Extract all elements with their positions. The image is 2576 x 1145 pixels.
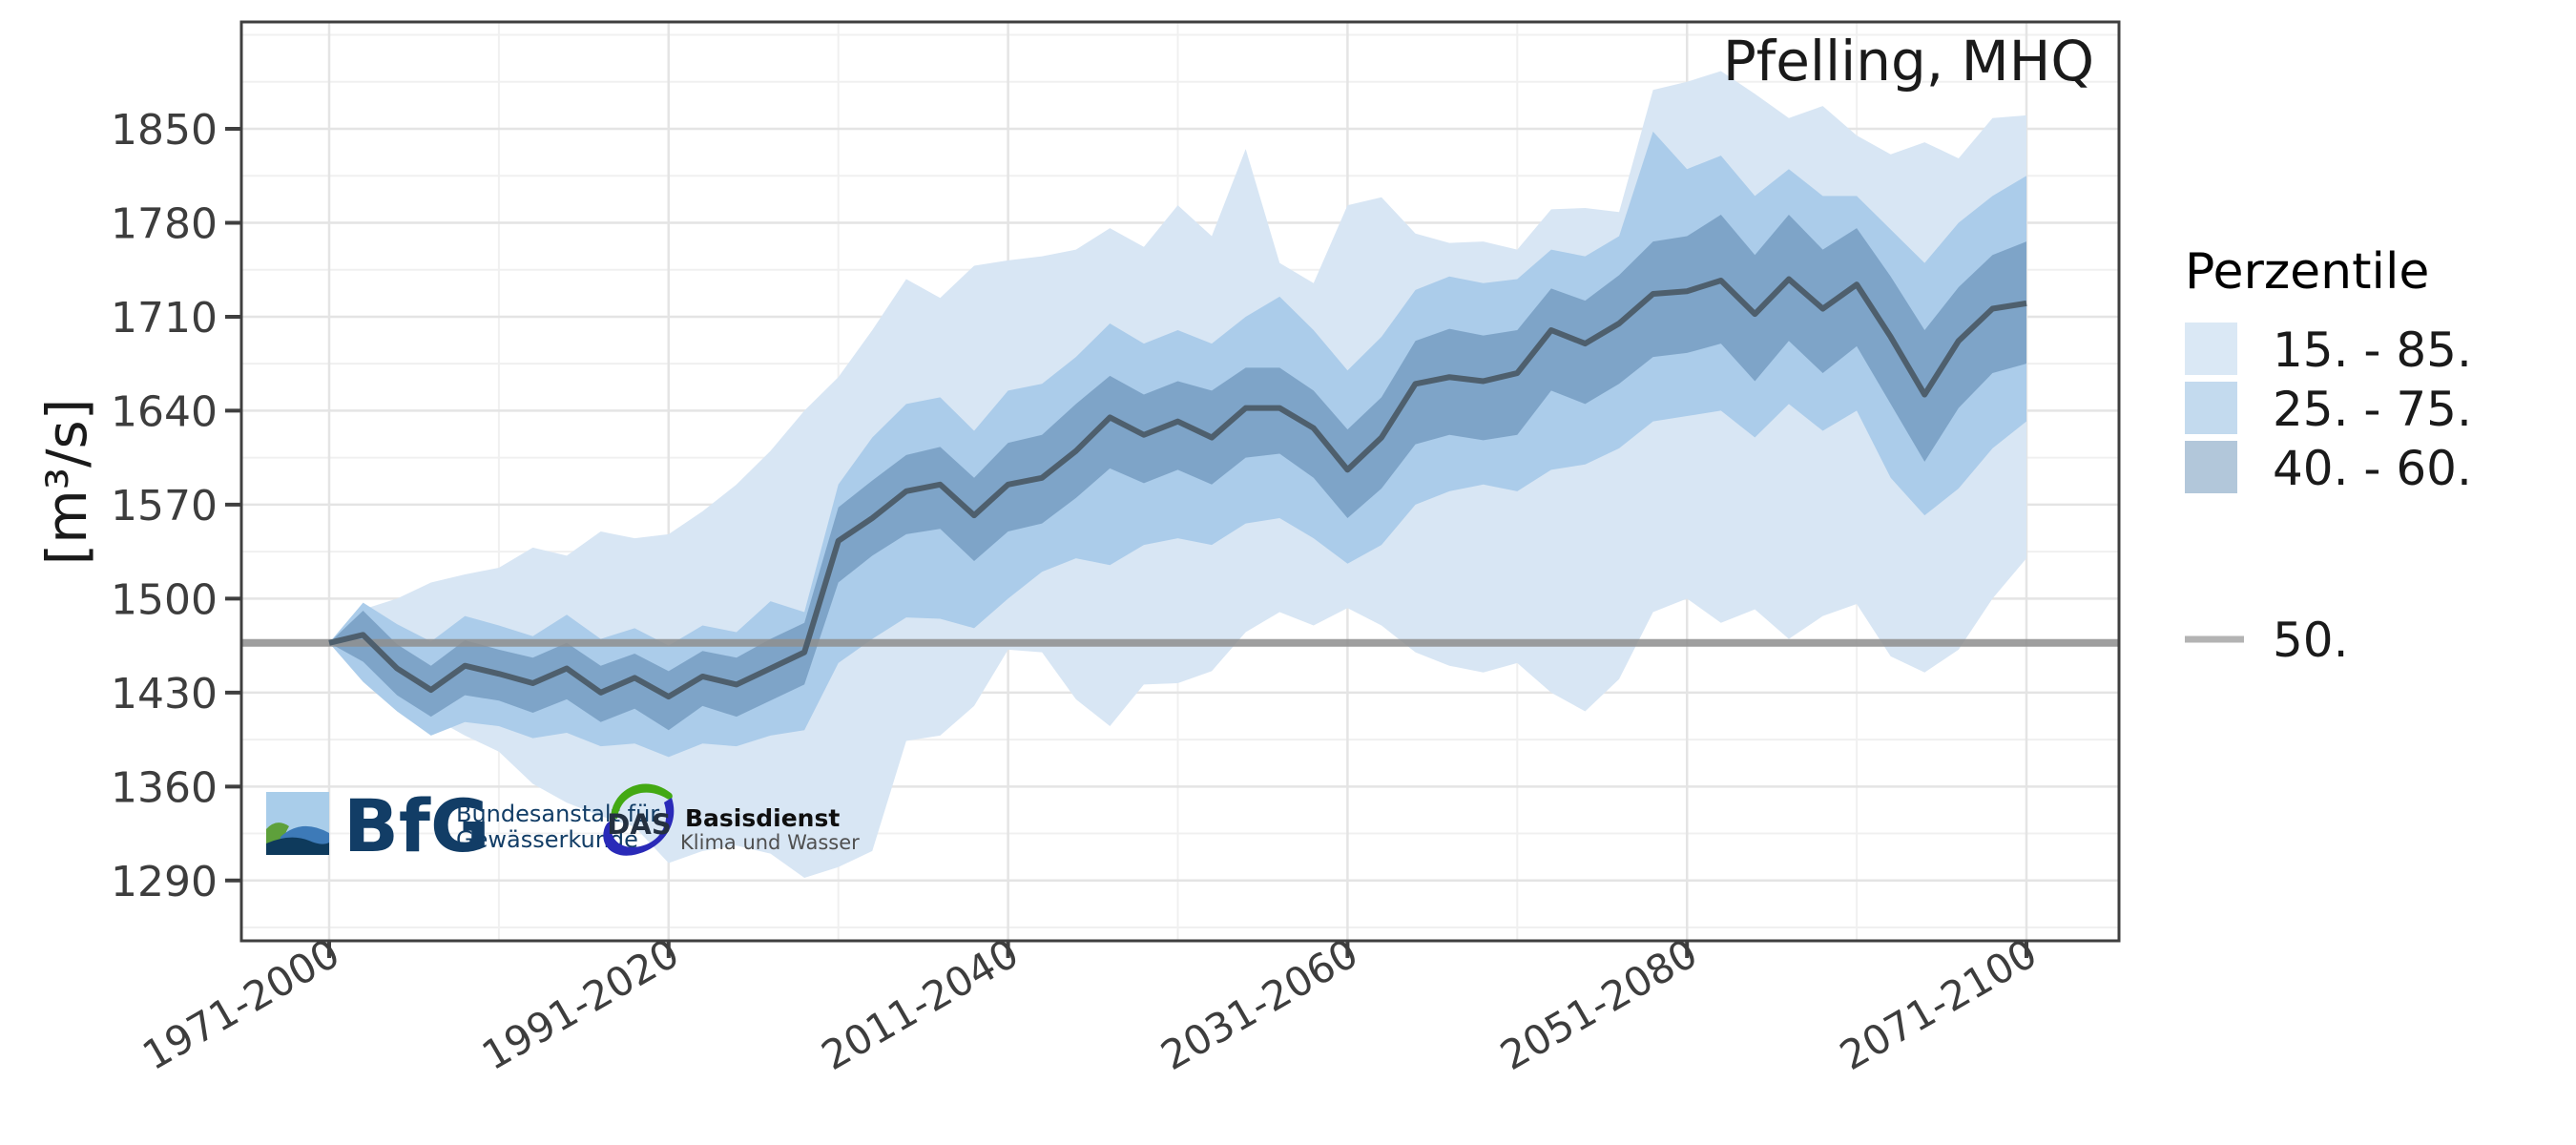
median-line-50th-percentile — [328, 276, 2027, 700]
legend-swatch-25-75- — [2185, 382, 2237, 434]
y-tick-label: 1710 — [111, 294, 218, 343]
legend-median-label: 50. — [2273, 613, 2349, 668]
legend-swatch-40-60- — [2185, 441, 2237, 493]
legend-items: 15. - 85.25. - 75.40. - 60. 50. — [2185, 323, 2472, 668]
legend-band-label: 15. - 85. — [2273, 323, 2472, 378]
legend: Perzentile 15. - 85.25. - 75.40. - 60. 50… — [2185, 243, 2472, 668]
das-name-line2: Klima und Wasser — [680, 831, 860, 854]
legend-title: Perzentile — [2185, 243, 2429, 301]
y-tick-label: 1430 — [111, 670, 218, 718]
x-tick-label: 1991-2020 — [474, 929, 687, 1079]
plot-title: Pfelling, MHQ — [1723, 29, 2094, 94]
y-tick-label: 1570 — [111, 482, 218, 531]
y-tick-label: 1850 — [111, 106, 218, 155]
band-40-60 — [329, 215, 2026, 731]
bfg-name-line1: Bundesanstalt für — [456, 801, 659, 827]
x-tick-label: 2071-2100 — [1832, 929, 2045, 1079]
y-tick-label: 1500 — [111, 575, 218, 624]
x-tick-label: 2051-2080 — [1492, 929, 1705, 1079]
x-tick-label: 1971-2000 — [135, 929, 347, 1079]
das-abbr: DAS — [607, 808, 671, 841]
y-tick-label: 1780 — [111, 199, 218, 248]
legend-band-label: 25. - 75. — [2273, 382, 2472, 437]
das-logo: DAS Basisdienst Klima und Wasser — [603, 783, 860, 856]
y-tick-label: 1360 — [111, 763, 218, 812]
y-axis-title: [m³/s] — [34, 399, 99, 566]
das-logo-blue-swoosh — [603, 798, 675, 856]
y-tick-label: 1290 — [111, 858, 218, 906]
das-name-line1: Basisdienst — [685, 804, 840, 832]
legend-swatch-15-85- — [2185, 323, 2237, 375]
x-tick-label: 2031-2060 — [1153, 929, 1366, 1079]
das-logo-green-swoosh — [611, 783, 673, 819]
bfg-logo: BfG Bundesanstalt für Gewässerkunde — [266, 783, 659, 868]
y-tick-label: 1640 — [111, 387, 218, 436]
legend-band-label: 40. - 60. — [2273, 441, 2472, 496]
bfg-abbr: BfG — [343, 783, 489, 868]
x-tick-label: 2011-2040 — [814, 929, 1027, 1079]
panel-border — [239, 20, 2121, 943]
bfg-logo-water — [266, 837, 329, 855]
